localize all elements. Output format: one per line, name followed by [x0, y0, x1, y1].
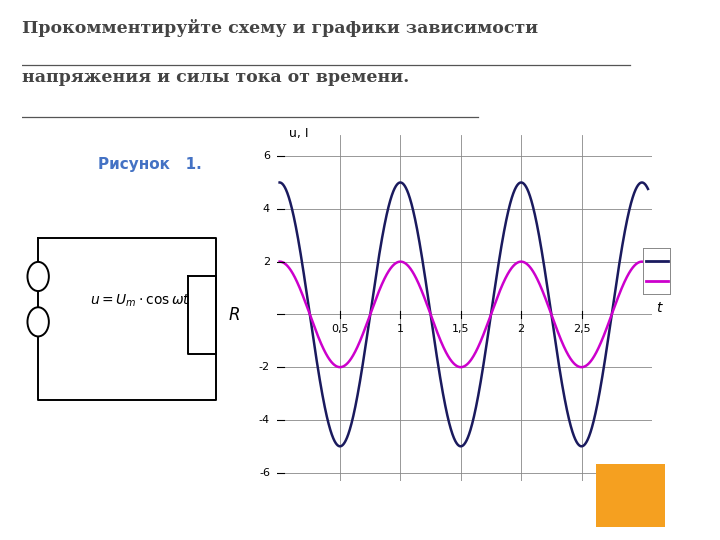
Text: 2: 2: [263, 256, 270, 267]
Text: $u = U_m \cdot \cos\omega t$: $u = U_m \cdot \cos\omega t$: [91, 293, 192, 309]
Circle shape: [27, 307, 49, 336]
Text: 6: 6: [263, 151, 270, 161]
Text: -6: -6: [259, 468, 270, 478]
Text: -4: -4: [258, 415, 270, 425]
Text: Рисунок   1.: Рисунок 1.: [98, 157, 202, 172]
Text: 2,5: 2,5: [572, 323, 590, 334]
Text: -2: -2: [258, 362, 270, 372]
Text: 1: 1: [397, 323, 404, 334]
Text: R: R: [228, 306, 240, 325]
Circle shape: [27, 262, 49, 291]
Text: Прокомментируйте схему и графики зависимости: Прокомментируйте схему и графики зависим…: [22, 19, 538, 37]
Text: 4: 4: [263, 204, 270, 214]
Text: 2: 2: [518, 323, 525, 334]
Text: 1,5: 1,5: [452, 323, 469, 334]
Text: u, I: u, I: [289, 127, 309, 140]
Text: t: t: [657, 301, 662, 315]
FancyBboxPatch shape: [591, 460, 670, 531]
Text: напряжения и силы тока от времени.: напряжения и силы тока от времени.: [22, 69, 409, 86]
Text: 0,5: 0,5: [331, 323, 348, 334]
